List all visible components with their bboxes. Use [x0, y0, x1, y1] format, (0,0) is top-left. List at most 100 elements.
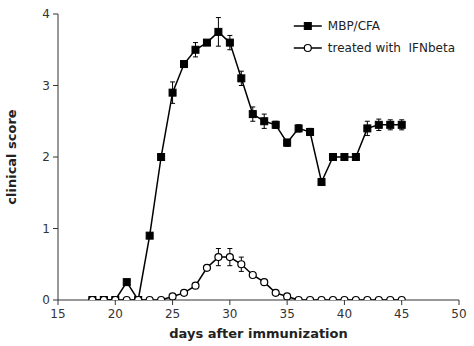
- point: [181, 289, 188, 296]
- x-tick: [287, 300, 288, 305]
- x-tick: [459, 300, 460, 305]
- point: [341, 297, 348, 301]
- x-tick: [229, 300, 230, 305]
- point: [89, 297, 96, 301]
- series: [89, 18, 405, 300]
- point: [112, 297, 119, 301]
- point: [203, 39, 210, 46]
- error-bar: [388, 120, 393, 130]
- error-bar: [170, 82, 175, 103]
- point: [112, 297, 119, 301]
- error-bar: [239, 71, 244, 85]
- legend-label: MBP/CFA: [328, 19, 381, 33]
- x-tick-label: 20: [108, 307, 123, 321]
- point: [146, 297, 153, 301]
- point: [352, 297, 359, 301]
- point: [387, 297, 394, 301]
- error-bar-cap: [216, 17, 221, 18]
- x-axis-label: days after immunization: [169, 326, 348, 341]
- point: [329, 154, 336, 161]
- point: [215, 28, 222, 35]
- point: [261, 279, 268, 286]
- error-bar: [193, 43, 198, 57]
- point: [398, 297, 405, 301]
- error-bar-cap: [250, 121, 255, 122]
- error-bar-cap: [239, 71, 244, 72]
- error-bar: [399, 120, 404, 130]
- error-bar: [250, 107, 255, 121]
- point: [272, 121, 279, 128]
- y-tick-label: 2: [42, 150, 50, 164]
- error-bar-cap: [216, 46, 221, 47]
- error-bar-cap: [365, 135, 370, 136]
- legend-marker: [304, 23, 311, 30]
- point: [89, 297, 96, 301]
- legend: MBP/CFA treated with IFNbeta: [294, 19, 455, 55]
- point: [135, 297, 142, 301]
- error-bar: [239, 257, 244, 271]
- error-bar-cap: [388, 119, 393, 120]
- error-bar-cap: [399, 129, 404, 130]
- point: [123, 279, 130, 286]
- plot-area: [89, 18, 405, 300]
- error-bar: [365, 121, 370, 135]
- y-tick: [53, 228, 58, 229]
- error-bar-cap: [227, 248, 232, 249]
- x-tick-label: 45: [394, 307, 409, 321]
- point: [169, 89, 176, 96]
- point: [318, 179, 325, 186]
- point: [192, 46, 199, 53]
- y-axis-label: clinical score: [4, 109, 19, 205]
- point: [295, 297, 302, 301]
- error-bar-cap: [376, 119, 381, 120]
- point: [249, 271, 256, 278]
- error-bar: [216, 18, 221, 47]
- x-tick: [58, 300, 59, 305]
- x-tick-label: 15: [50, 307, 65, 321]
- point: [284, 139, 291, 146]
- error-bar-cap: [399, 119, 404, 120]
- error-bar-cap: [239, 271, 244, 272]
- error-bar-cap: [388, 129, 393, 130]
- point: [215, 254, 222, 261]
- error-bar-cap: [239, 85, 244, 86]
- error-bar-cap: [239, 257, 244, 258]
- error-bar-cap: [227, 265, 232, 266]
- x-tick-label: 40: [337, 307, 352, 321]
- point: [146, 232, 153, 239]
- y-tick: [53, 157, 58, 158]
- series-line: [92, 257, 401, 300]
- error-bar-cap: [262, 114, 267, 115]
- point: [284, 293, 291, 300]
- x-tick-label: 50: [451, 307, 466, 321]
- error-bar-cap: [216, 265, 221, 266]
- error-bar-cap: [376, 130, 381, 131]
- point: [238, 261, 245, 268]
- legend-label: treated with IFNbeta: [328, 41, 455, 55]
- point: [203, 264, 210, 271]
- point: [375, 297, 382, 301]
- y-tick: [53, 14, 58, 15]
- error-bar-cap: [193, 56, 198, 57]
- error-bar-cap: [170, 81, 175, 82]
- point: [100, 297, 107, 301]
- y-tick: [53, 300, 58, 301]
- error-bar-cap: [227, 35, 232, 36]
- error-bar: [227, 35, 232, 49]
- error-bar-cap: [216, 248, 221, 249]
- error-bar-cap: [193, 42, 198, 43]
- y-tick-label: 4: [42, 7, 50, 21]
- error-bar-cap: [170, 103, 175, 104]
- point: [181, 61, 188, 68]
- point: [238, 75, 245, 82]
- series: [89, 249, 405, 300]
- point: [100, 297, 107, 301]
- x-tick: [401, 300, 402, 305]
- y-tick-label: 0: [42, 293, 50, 307]
- x-tick-label: 30: [222, 307, 237, 321]
- point: [364, 125, 371, 132]
- chart: 152025303540455001234days after immuniza…: [0, 0, 474, 346]
- error-bar-cap: [227, 49, 232, 50]
- y-tick-label: 3: [42, 79, 50, 93]
- point: [307, 297, 314, 301]
